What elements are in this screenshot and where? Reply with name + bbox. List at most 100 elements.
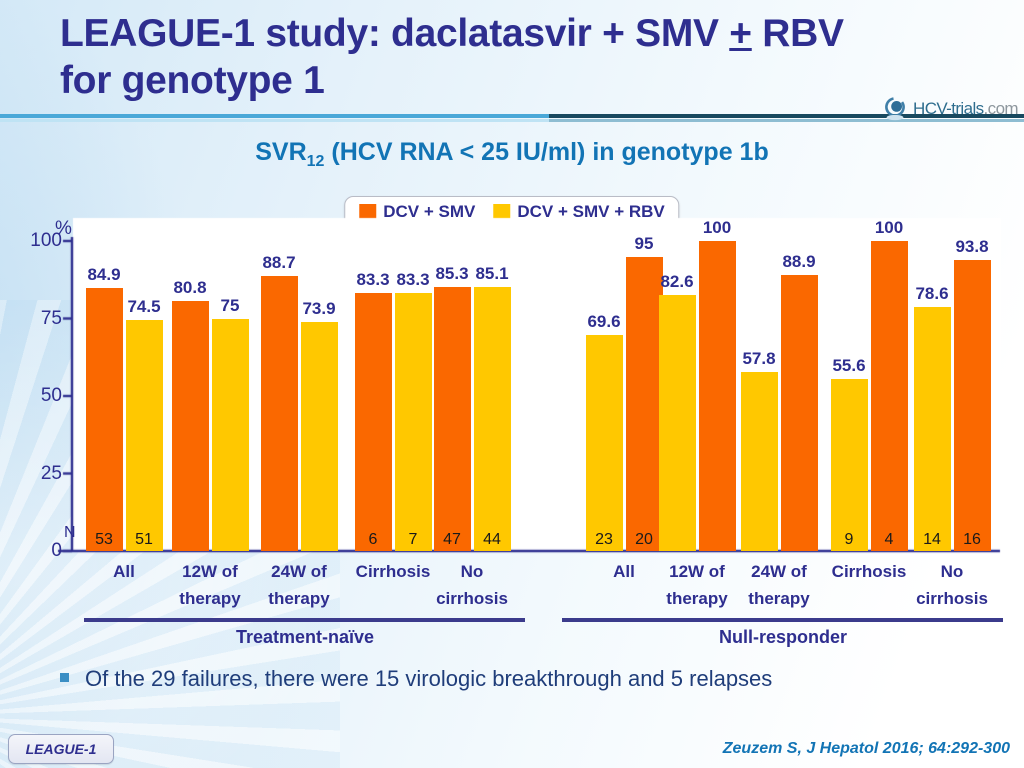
- bar-n-label: 44: [483, 531, 501, 548]
- title-underlined-plus: +: [729, 12, 752, 55]
- bar-n-label: 51: [135, 531, 153, 548]
- bar-n-label: 47: [443, 531, 461, 548]
- bar: 88.7: [260, 253, 298, 551]
- bar-value-label: 83.3: [356, 269, 390, 289]
- header-divider-segment-pale-left: [0, 119, 549, 122]
- bullet-square-icon: [60, 673, 69, 682]
- bar-n-label: 20: [635, 531, 653, 548]
- bar: 75: [211, 296, 249, 551]
- bar-value-label: 93.8: [955, 237, 989, 257]
- n-row-label: N: [64, 524, 76, 541]
- y-tick-label-75: 75: [40, 307, 62, 329]
- bar: 84.9 53: [85, 265, 123, 551]
- group-name-label: Null-responder: [718, 627, 847, 647]
- x-category-label: No cirrhosis: [916, 562, 988, 608]
- bar-value-label: 82.6: [660, 271, 694, 291]
- bar: 55.6 9: [830, 356, 868, 551]
- bar: 85.3 47: [433, 264, 471, 551]
- x-category-label: Cirrhosis: [831, 562, 907, 581]
- x-category-label: 24W of therapy: [268, 562, 330, 608]
- bar: 82.6: [658, 272, 696, 551]
- bar: 88.9: [780, 252, 818, 551]
- bar: 74.5 51: [125, 297, 163, 551]
- x-category-label: 12W of therapy: [666, 562, 728, 608]
- bar: 93.8 16: [953, 237, 991, 551]
- group-name-label: Treatment-naïve: [235, 627, 375, 647]
- hcv-logo-text-grey: .com: [983, 99, 1019, 118]
- x-category-label: 24W of therapy: [748, 562, 810, 608]
- bar: 73.9: [300, 299, 338, 551]
- slide-header: LEAGUE-1 study: daclatasvir + SMV + RBV …: [0, 0, 1024, 124]
- league-1-badge[interactable]: LEAGUE-1: [8, 734, 114, 764]
- bar: 80.8: [171, 278, 209, 551]
- bullet-row: Of the 29 failures, there were 15 virolo…: [60, 666, 772, 692]
- hcv-logo-mark-icon: [882, 96, 908, 122]
- chart-title-suffix: (HCV RNA < 25 IU/ml) in genotype 1b: [324, 138, 769, 166]
- header-divider-segment-light-left: [0, 114, 549, 118]
- chart-title-subscript: 12: [306, 153, 325, 170]
- title-line1-part-b: RBV: [751, 12, 844, 55]
- citation-text: Zeuzem S, J Hepatol 2016; 64:292-300: [722, 740, 1010, 757]
- x-category-label: No cirrhosis: [436, 562, 508, 608]
- bar: 83.3 7: [394, 270, 432, 551]
- bar-value-label: 80.8: [173, 277, 207, 297]
- chart-title: SVR12 (HCV RNA < 25 IU/ml) in genotype 1…: [0, 138, 1024, 171]
- bar-n-label: 9: [844, 531, 854, 548]
- bar-n-label: 23: [595, 531, 613, 548]
- y-axis-tick-labels: 0 25 50 75 100: [0, 210, 62, 630]
- group-underline: [84, 618, 525, 622]
- x-category-label: 12W of therapy: [179, 562, 241, 608]
- bar-n-label: 6: [368, 531, 378, 548]
- bar: 69.6 23: [585, 312, 623, 551]
- x-category-label: All: [613, 562, 635, 581]
- y-tick-label-0: 0: [51, 540, 62, 561]
- bar-n-label: 7: [408, 531, 418, 548]
- y-axis-unit-label: %: [55, 218, 72, 239]
- bar-value-label: 78.6: [915, 284, 949, 304]
- bar-value-label: 84.9: [87, 264, 121, 284]
- x-axis-category-labels: All 12W of therapy 24W of therapy Cirrhosis…: [0, 558, 1024, 616]
- bar-value-label: 69.6: [587, 312, 621, 332]
- bar-value-label: 85.3: [435, 263, 469, 283]
- bar: 95 20: [625, 234, 663, 551]
- group-underline: [562, 618, 1003, 622]
- bar-value-label: 100: [874, 218, 904, 237]
- bar: 57.8: [740, 349, 778, 551]
- bar-value-label: 73.9: [302, 298, 336, 318]
- x-category-label: Cirrhosis: [355, 562, 431, 581]
- bullet-text: Of the 29 failures, there were 15 virolo…: [85, 666, 773, 691]
- bar: 100 4: [870, 218, 908, 551]
- x-category-label: All: [113, 562, 135, 581]
- title-line2: for genotype 1: [60, 59, 325, 102]
- hcv-logo-text-blue: HCV-: [913, 99, 952, 118]
- bar-n-label: 14: [923, 531, 941, 548]
- bar-n-label: 53: [95, 531, 113, 548]
- bar-value-label: 95: [634, 233, 654, 253]
- y-tick-label-50: 50: [40, 385, 62, 406]
- header-divider-segment-pale-right: [549, 119, 1024, 122]
- page-title: LEAGUE-1 study: daclatasvir + SMV + RBV …: [60, 10, 960, 104]
- bar-value-label: 83.3: [396, 269, 430, 289]
- bar-value-label: 57.8: [742, 348, 776, 368]
- title-line1-part-a: LEAGUE-1 study: daclatasvir + SMV: [60, 12, 730, 55]
- hcv-trials-logo[interactable]: HCV-trials.com: [882, 96, 1019, 122]
- chart-title-svr: SVR: [255, 138, 307, 166]
- hcv-logo-text-mid: trials: [951, 99, 984, 118]
- y-tick-label-25: 25: [40, 462, 62, 484]
- bar-value-label: 85.1: [475, 264, 509, 284]
- bar-value-label: 55.6: [832, 355, 866, 375]
- bar: 85.1 44: [473, 264, 511, 551]
- bar-n-label: 4: [884, 531, 894, 548]
- bar: 83.3 6: [354, 270, 392, 551]
- bar-value-label: 75: [220, 295, 240, 315]
- bar-value-label: 88.7: [262, 253, 296, 273]
- bar: 78.6 14: [913, 284, 951, 551]
- bar-value-label: 100: [702, 218, 732, 237]
- chart-plot-area: % 0 25 50 75 100 N 84.9 53 74.5 51 80.8 75 88.7 73.…: [0, 210, 1024, 630]
- header-divider: [0, 113, 1024, 124]
- bar-value-label: 88.9: [782, 252, 816, 272]
- bar-n-label: 16: [963, 531, 981, 548]
- y-tick-label-100: 100: [30, 230, 62, 251]
- bar: 100: [698, 218, 736, 551]
